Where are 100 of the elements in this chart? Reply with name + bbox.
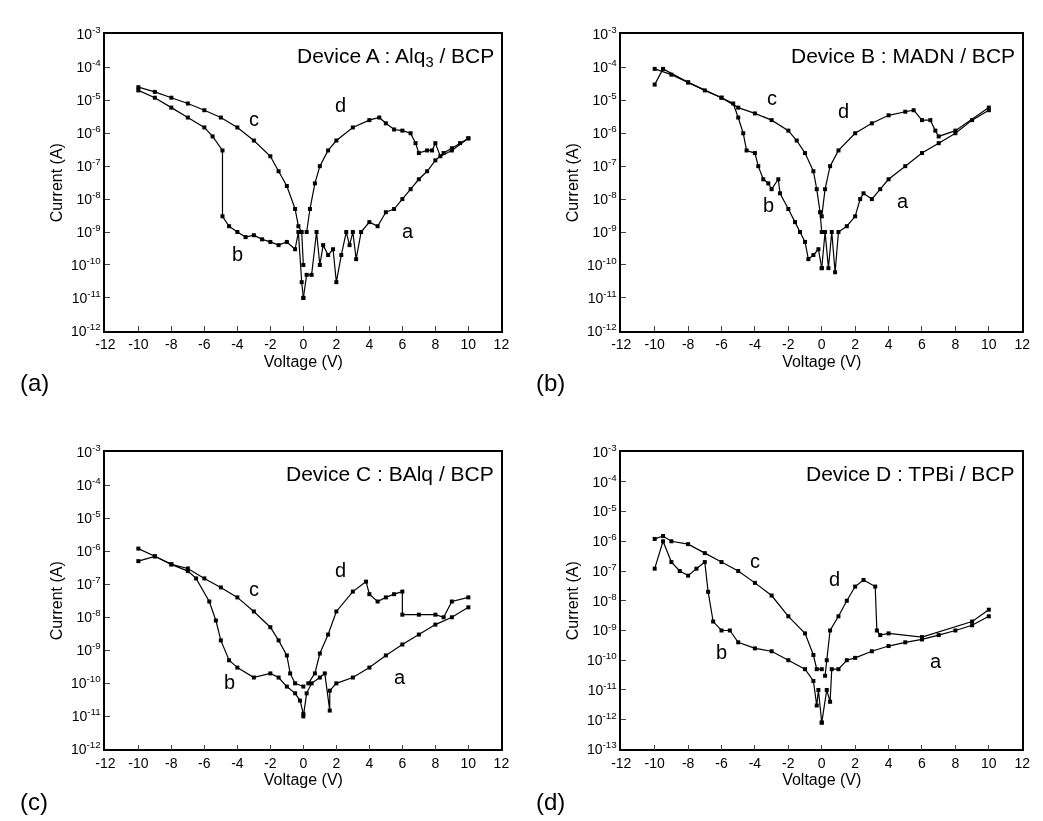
point xyxy=(375,224,380,229)
x-tick-label: 2 xyxy=(332,754,341,771)
y-tick-label: 10$^{-4}$ xyxy=(592,57,618,76)
x-tick-label: 10 xyxy=(460,336,477,353)
point xyxy=(304,230,309,235)
point xyxy=(276,169,281,174)
x-tick-label: -4 xyxy=(231,336,244,353)
point xyxy=(334,609,339,614)
point xyxy=(202,108,207,113)
point xyxy=(327,708,332,713)
point xyxy=(152,89,157,94)
x-tick-label: -8 xyxy=(681,754,695,771)
y-tick-label: 10$^{-4}$ xyxy=(76,475,102,494)
point xyxy=(416,151,421,156)
x-tick-label: -2 xyxy=(264,336,277,353)
point xyxy=(836,148,841,153)
point xyxy=(430,148,435,153)
point xyxy=(251,233,256,238)
point xyxy=(694,566,699,571)
point xyxy=(218,115,223,120)
series-label: c xyxy=(249,108,259,130)
point xyxy=(903,164,908,169)
point xyxy=(816,247,821,252)
point xyxy=(210,134,215,139)
point xyxy=(321,243,326,248)
series-label: a xyxy=(930,650,942,672)
series-label: a xyxy=(394,666,406,688)
point xyxy=(936,141,941,146)
point xyxy=(823,673,828,678)
x-tick-label: 4 xyxy=(884,754,893,771)
point xyxy=(652,66,657,71)
text: (a) xyxy=(20,369,50,396)
series-label: b xyxy=(224,671,236,693)
point xyxy=(260,237,265,242)
point xyxy=(652,566,657,571)
y-tick-label: 10$^{-3}$ xyxy=(592,24,618,43)
point xyxy=(933,128,938,133)
point xyxy=(706,589,711,594)
point xyxy=(152,95,157,100)
point xyxy=(702,560,707,565)
point xyxy=(861,191,866,196)
y-tick-label: 10$^{-5}$ xyxy=(592,501,618,520)
point xyxy=(936,633,941,638)
point xyxy=(288,671,293,676)
y-axis-title: Current (A) xyxy=(48,561,66,641)
point xyxy=(824,687,829,692)
point xyxy=(869,121,874,126)
point xyxy=(766,181,771,186)
y-tick-label: 10$^{-6}$ xyxy=(76,541,102,560)
y-tick-label: 10$^{-11}$ xyxy=(587,679,617,698)
point xyxy=(886,177,891,182)
point xyxy=(861,577,866,582)
y-tick-label: 10$^{-12}$ xyxy=(586,320,617,339)
point xyxy=(268,671,273,676)
y-tick-label: 10$^{-5}$ xyxy=(76,90,102,109)
x-tick-label: -8 xyxy=(165,336,178,353)
x-tick-label: 6 xyxy=(398,754,407,771)
point xyxy=(793,220,798,225)
point xyxy=(334,138,339,143)
series-label: d xyxy=(335,94,347,116)
point xyxy=(334,280,339,285)
point xyxy=(400,128,405,133)
point xyxy=(786,128,791,133)
point xyxy=(400,589,405,594)
x-tick-label: 4 xyxy=(365,754,374,771)
point xyxy=(367,592,372,597)
y-tick-label: 10$^{-7}$ xyxy=(592,156,617,175)
x-tick-label: -6 xyxy=(715,754,728,771)
y-axis-title: Current (A) xyxy=(48,143,66,223)
point xyxy=(218,638,223,643)
y-tick-label: 10$^{-12}$ xyxy=(71,320,101,339)
x-tick-label: 0 xyxy=(299,754,308,771)
point xyxy=(828,628,833,633)
point xyxy=(400,612,405,617)
point xyxy=(433,141,438,146)
series-label: c xyxy=(249,578,259,600)
y-tick-label: 10$^{-9}$ xyxy=(76,640,101,659)
point xyxy=(227,224,232,229)
point xyxy=(928,118,933,123)
point xyxy=(408,187,413,192)
point xyxy=(814,187,819,192)
point xyxy=(218,585,223,590)
point xyxy=(702,88,707,93)
point xyxy=(886,631,891,636)
point xyxy=(331,247,336,252)
point xyxy=(235,125,240,130)
point xyxy=(251,609,256,614)
point xyxy=(243,235,248,240)
y-tick-label: 10$^{-8}$ xyxy=(76,607,102,626)
point xyxy=(786,207,791,212)
x-tick-label: 6 xyxy=(398,336,407,353)
point xyxy=(811,253,816,258)
y-tick-label: 10$^{-5}$ xyxy=(592,90,618,109)
point xyxy=(268,625,273,630)
point xyxy=(816,687,821,692)
point xyxy=(301,262,306,267)
point xyxy=(383,210,388,215)
point xyxy=(392,592,397,597)
point xyxy=(293,691,298,696)
x-tick-label: 2 xyxy=(851,336,860,353)
